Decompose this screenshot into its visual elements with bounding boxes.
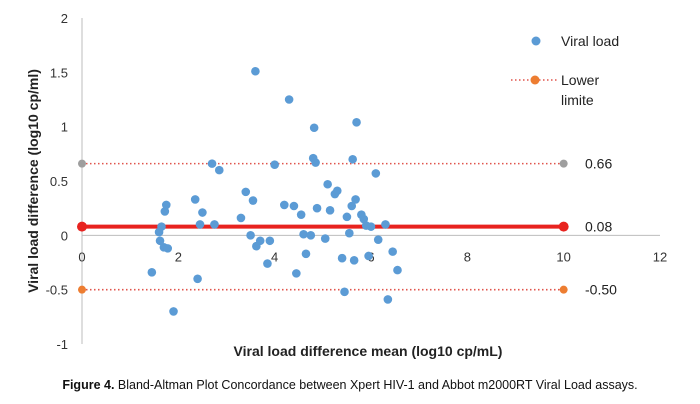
data-point [332, 186, 342, 196]
data-point [280, 200, 289, 210]
data-point [198, 208, 207, 217]
legend-label-viral-load: Viral load [561, 33, 619, 49]
data-point [190, 195, 200, 204]
x-tick-label: 4 [271, 249, 278, 264]
data-point [214, 165, 224, 175]
data-point [337, 253, 347, 263]
data-point [296, 210, 306, 219]
tick-labels: 024681012-1-0.500.511.52 [46, 11, 668, 352]
limit-line-end-marker [78, 159, 86, 168]
data-point [193, 274, 202, 284]
mean-line-end-marker [77, 221, 87, 232]
data-point [373, 235, 383, 244]
data-point [292, 269, 301, 278]
data-point [320, 234, 330, 243]
data-point [301, 249, 311, 259]
legend-label-lower-limite: Lower limite [561, 72, 603, 108]
data-point [359, 214, 369, 224]
caption-label: Figure 4. [62, 378, 115, 392]
data-point [383, 295, 393, 304]
x-tick-label: 8 [464, 249, 471, 264]
data-point [169, 307, 178, 316]
legend-marker-viral-load [531, 36, 541, 46]
data-points [147, 66, 402, 316]
data-point [352, 118, 361, 127]
data-point [236, 213, 246, 223]
x-axis-title: Viral load difference mean (log10 cp/mL) [234, 343, 503, 359]
legend-marker-lower-limite [530, 75, 540, 85]
data-point [248, 196, 258, 205]
data-point [284, 95, 294, 104]
data-point [263, 259, 272, 268]
x-tick-label: 12 [653, 249, 667, 264]
legend: Viral load Lower limite [511, 33, 619, 108]
y-tick-label: 0.5 [50, 174, 68, 189]
data-point [371, 169, 381, 178]
data-point [289, 201, 299, 211]
data-point [381, 220, 390, 229]
data-point [366, 222, 376, 231]
data-point [241, 187, 251, 197]
chart-axes [81, 18, 660, 344]
data-point [163, 244, 173, 253]
data-point [147, 267, 157, 277]
data-point [388, 247, 397, 256]
data-point [312, 203, 322, 213]
y-tick-label: 1 [61, 120, 68, 135]
y-tick-label: 2 [61, 11, 68, 26]
x-tick-label: 0 [78, 249, 85, 264]
data-point [323, 179, 332, 189]
limit-line-end-marker [559, 159, 568, 168]
data-point [157, 222, 166, 231]
y-axis-title: Viral load difference (log10 cp/ml) [25, 69, 41, 293]
reference-value-label: -0.50 [585, 282, 617, 298]
reference-line-labels: 0.66 0.08 -0.50 [585, 156, 617, 298]
data-point [160, 207, 170, 216]
data-point [364, 251, 373, 261]
data-point [255, 236, 265, 246]
data-point [161, 200, 171, 210]
data-point [347, 201, 357, 211]
data-point [349, 256, 359, 265]
x-tick-label: 2 [175, 249, 182, 264]
data-point [393, 265, 402, 275]
data-point [207, 159, 217, 168]
y-tick-label: 0 [61, 228, 68, 243]
data-point [309, 123, 319, 133]
reference-value-label: 0.66 [585, 156, 612, 172]
data-point [265, 236, 275, 246]
data-point [246, 231, 255, 240]
y-tick-label: -1 [56, 337, 68, 352]
data-point [325, 206, 335, 215]
data-point [155, 236, 165, 246]
caption-text: Bland-Altman Plot Concordance between Xp… [114, 378, 638, 392]
data-point [351, 195, 360, 204]
data-point [306, 231, 316, 240]
data-point [195, 220, 205, 229]
data-point [270, 160, 279, 169]
data-point [342, 212, 352, 222]
data-point [299, 229, 308, 239]
data-point [251, 66, 260, 76]
bland-altman-chart: 024681012-1-0.500.511.52 0.660.08-0.50 V… [25, 11, 668, 359]
limit-line-end-marker [559, 285, 568, 294]
data-point [340, 287, 349, 297]
y-tick-label: -0.5 [46, 283, 68, 298]
data-point [345, 228, 354, 238]
data-point [348, 154, 357, 164]
y-tick-label: 1.5 [50, 65, 68, 80]
data-point [210, 220, 219, 229]
figure-caption: Figure 4. Bland-Altman Plot Concordance … [0, 378, 700, 392]
mean-line-end-marker [558, 221, 569, 232]
x-tick-label: 10 [556, 249, 570, 264]
limit-line-end-marker [78, 285, 86, 294]
reference-value-label: 0.08 [585, 219, 612, 235]
data-point [311, 158, 320, 167]
